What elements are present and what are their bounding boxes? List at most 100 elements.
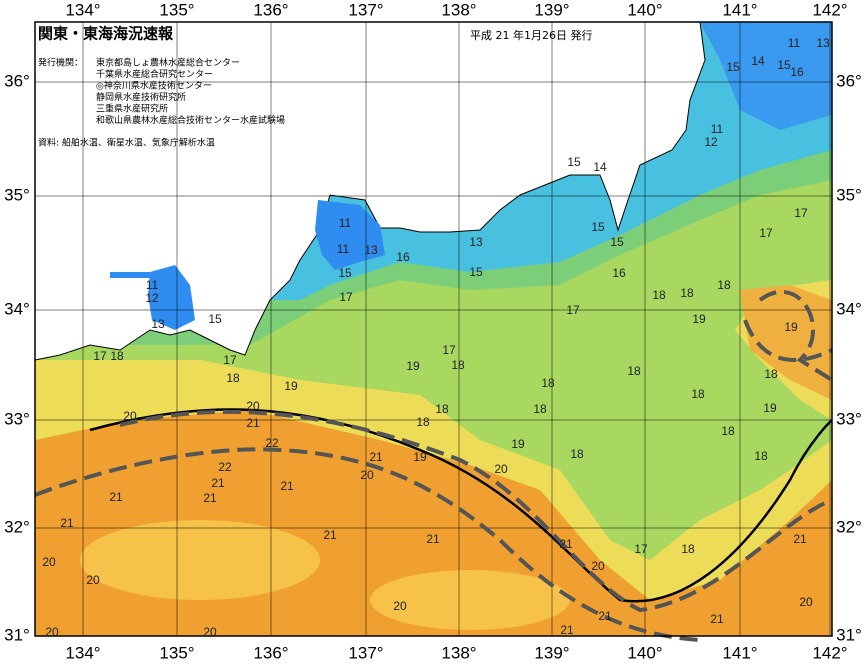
- contour-label: 20: [591, 559, 605, 573]
- contour-label: 19: [784, 320, 798, 334]
- contour-label: 15: [338, 266, 352, 280]
- contour-label: 21: [280, 479, 294, 493]
- lat-label-right: 31°: [836, 625, 862, 644]
- lat-label-right: 32°: [836, 517, 862, 536]
- contour-label: 20: [494, 462, 508, 476]
- contour-label: 13: [469, 235, 483, 249]
- lat-label-left: 36°: [4, 71, 30, 90]
- lat-label-right: 33°: [836, 409, 862, 428]
- lon-label-bottom: 139°: [534, 643, 569, 662]
- contour-label: 21: [560, 623, 574, 637]
- lon-label-bottom: 137°: [348, 643, 383, 662]
- contour-label: 17: [634, 542, 648, 556]
- lon-label-top: 135°: [159, 0, 194, 19]
- contour-label: 15: [591, 220, 605, 234]
- contour-label: 20: [123, 409, 137, 423]
- contour-label: 18: [681, 542, 695, 556]
- lat-label-right: 35°: [836, 185, 862, 204]
- lon-label-bottom: 135°: [159, 643, 194, 662]
- lon-label-bottom: 134°: [65, 643, 100, 662]
- contour-label: 21: [710, 612, 724, 626]
- contour-label: 16: [396, 250, 410, 264]
- lon-label-bottom: 140°: [627, 643, 662, 662]
- contour-label: 17: [223, 353, 237, 367]
- contour-label: 20: [360, 468, 374, 482]
- contour-label: 21: [109, 490, 123, 504]
- kuroshio-south: [34, 447, 701, 642]
- contour-label: 20: [799, 595, 813, 609]
- issuer: 千葉県水産総合研究センター: [96, 68, 213, 80]
- issuer-label: 発行機関：: [38, 57, 83, 69]
- contour-label: 22: [218, 460, 232, 474]
- contour-label: 18: [717, 278, 731, 292]
- contour-label: 20: [86, 573, 100, 587]
- contour-label: 18: [652, 288, 666, 302]
- contour-label: 18: [451, 358, 465, 372]
- contour-label: 20: [246, 399, 260, 413]
- contour-label: 11: [337, 242, 350, 256]
- contour-label: 16: [790, 65, 804, 79]
- contour-label: 21: [211, 476, 225, 490]
- contour-label: 18: [680, 286, 694, 300]
- contour-label: 18: [226, 371, 240, 385]
- blue-water: [700, 22, 832, 130]
- contour-label: 22: [265, 436, 279, 450]
- contour-label: 11: [146, 278, 159, 292]
- contour-label: 18: [754, 449, 768, 463]
- warm-patch: [370, 570, 570, 630]
- contour-label: 11: [339, 216, 352, 230]
- contour-label: 21: [369, 450, 383, 464]
- issuer: 和歌山県農林水産総合技術センター水産試験場: [96, 114, 285, 126]
- contour-label: 17: [339, 290, 353, 304]
- contour-label: 19: [284, 379, 298, 393]
- lat-label-left: 32°: [4, 517, 30, 536]
- contour-label: 21: [246, 416, 260, 430]
- issuer: 三重県水産研究所: [96, 103, 168, 115]
- lon-label-top: 138°: [441, 0, 476, 19]
- issuer: 静岡県水産技術研究所: [96, 91, 186, 103]
- contour-label: 21: [323, 528, 337, 542]
- contour-label: 18: [627, 364, 641, 378]
- contour-label: 13: [816, 36, 830, 50]
- contour-label: 18: [435, 402, 449, 416]
- contour-label: 16: [612, 266, 626, 280]
- contour-label: 19: [406, 359, 420, 373]
- lon-label-top: 137°: [348, 0, 383, 19]
- contour-label: 13: [151, 317, 165, 331]
- lat-label-left: 34°: [4, 299, 30, 318]
- contour-label: 20: [45, 625, 59, 639]
- contour-label: 18: [691, 387, 705, 401]
- contour-label: 20: [203, 625, 217, 639]
- data-source: 資料: 船舶水温、衛星水温、気象庁解析水温: [38, 137, 215, 149]
- contour-label: 18: [721, 424, 735, 438]
- lat-label-left: 33°: [4, 409, 30, 428]
- lon-label-top: 140°: [627, 0, 662, 19]
- ise-bay: [315, 200, 385, 270]
- contour-label: 12: [704, 135, 718, 149]
- eddy-boundary: [743, 290, 834, 382]
- lon-label-top: 139°: [534, 0, 569, 19]
- contour-label: 19: [511, 437, 525, 451]
- contour-label: 18: [110, 349, 124, 363]
- contour-label: 21: [426, 532, 440, 546]
- contour-label: 17: [93, 349, 107, 363]
- contour-label: 17: [759, 226, 773, 240]
- contour-label: 14: [751, 54, 765, 68]
- contour-label: 18: [416, 415, 430, 429]
- osaka-bay: [148, 265, 195, 330]
- contour-label: 21: [60, 516, 74, 530]
- contour-label: 18: [570, 447, 584, 461]
- strait: [110, 272, 150, 278]
- contour-label: 15: [208, 312, 222, 326]
- warm-patch: [80, 520, 320, 600]
- contour-label: 14: [593, 160, 607, 174]
- contour-label: 21: [793, 532, 807, 546]
- contour-label: 15: [610, 235, 624, 249]
- lat-label-left: 31°: [4, 625, 30, 644]
- lon-label-bottom: 136°: [253, 643, 288, 662]
- issuer: 東京都島しょ農林水産総合センター: [96, 57, 240, 69]
- lat-label-right: 36°: [836, 71, 862, 90]
- land: [34, 21, 706, 361]
- contour-label: 12: [145, 291, 159, 305]
